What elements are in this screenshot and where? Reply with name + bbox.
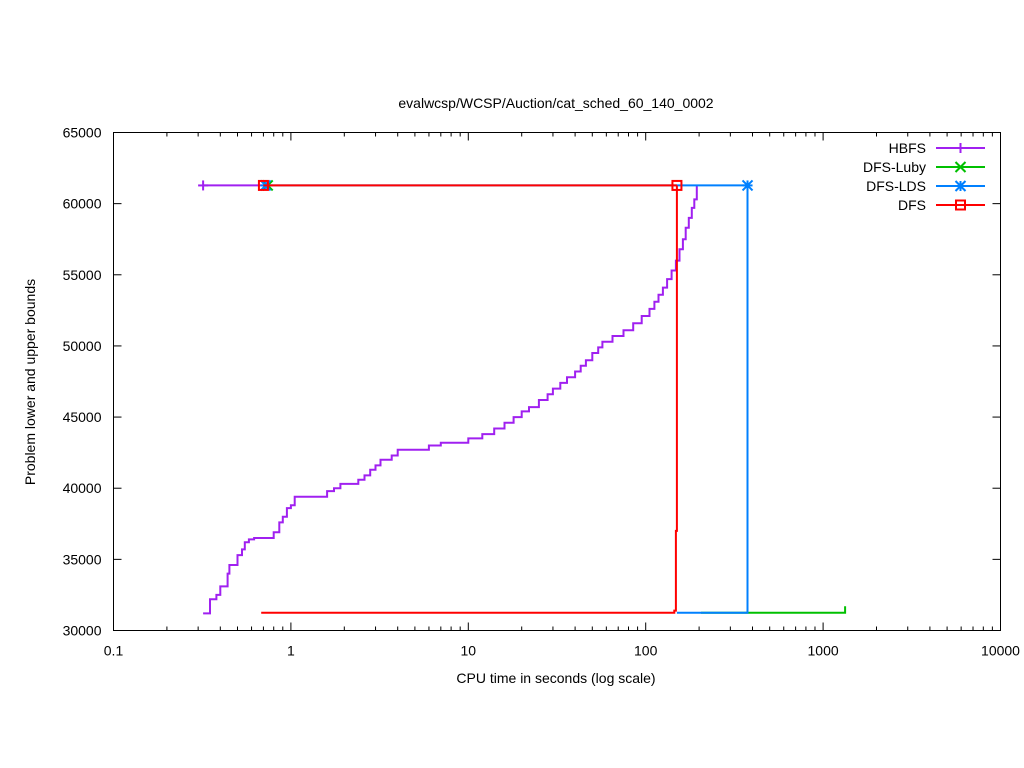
hbfs-point bbox=[198, 180, 209, 191]
plot-frame bbox=[113, 132, 1001, 631]
y-axis: 30000 35000 40000 45000 50000 55000 60000 65000 bbox=[63, 125, 1001, 639]
dfs-point bbox=[671, 179, 683, 191]
hbfs-lower-line bbox=[203, 185, 698, 615]
legend: HBFS DFS-Luby DFS-LDS DFS bbox=[863, 140, 985, 213]
legend-label-dfs-lds: DFS-LDS bbox=[866, 178, 926, 194]
y-tick-label: 50000 bbox=[63, 338, 102, 354]
y-axis-label: Problem lower and upper bounds bbox=[22, 279, 38, 485]
y-tick-label: 35000 bbox=[63, 551, 102, 567]
legend-marker-dfs bbox=[955, 199, 966, 211]
dfs-lower-line bbox=[261, 185, 678, 614]
x-tick-label: 0.1 bbox=[104, 643, 124, 659]
legend-label-dfs-luby: DFS-Luby bbox=[863, 159, 926, 175]
series-lines bbox=[198, 179, 847, 615]
legend-marker-dfs-luby bbox=[954, 161, 967, 173]
dfs-luby-lower-line bbox=[701, 606, 847, 614]
legend-label-hbfs: HBFS bbox=[889, 140, 926, 156]
y-tick-label: 30000 bbox=[63, 623, 102, 639]
x-tick-label: 10000 bbox=[981, 643, 1020, 659]
x-axis-label: CPU time in seconds (log scale) bbox=[456, 670, 655, 686]
y-tick-label: 55000 bbox=[63, 267, 102, 283]
legend-label-dfs: DFS bbox=[898, 197, 926, 213]
x-tick-label: 1 bbox=[287, 643, 295, 659]
x-axis: 0.1 1 10 100 1000 10000 bbox=[104, 132, 1020, 659]
x-tick-label: 1000 bbox=[808, 643, 839, 659]
y-tick-label: 40000 bbox=[63, 480, 102, 496]
legend-marker-dfs-lds bbox=[954, 180, 967, 192]
dfs-lds-lower-line bbox=[676, 185, 749, 614]
chart-title: evalwcsp/WCSP/Auction/cat_sched_60_140_0… bbox=[398, 95, 713, 111]
x-tick-label: 10 bbox=[461, 643, 477, 659]
x-tick-label: 100 bbox=[634, 643, 658, 659]
dfs-lds-point bbox=[741, 179, 754, 192]
y-tick-label: 45000 bbox=[63, 409, 102, 425]
dfs-point bbox=[257, 179, 269, 191]
y-tick-label: 60000 bbox=[63, 196, 102, 212]
y-tick-label: 65000 bbox=[63, 125, 102, 141]
legend-marker-hbfs bbox=[955, 143, 966, 153]
